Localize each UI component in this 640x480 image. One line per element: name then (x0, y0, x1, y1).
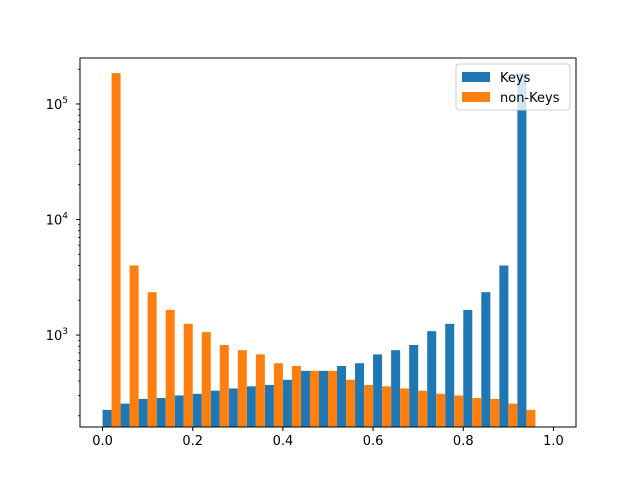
bar-keys-15 (373, 354, 383, 427)
legend-label-keys: Keys (500, 71, 531, 86)
x-tick-label: 1.0 (543, 434, 564, 449)
bar-non-keys-4 (183, 323, 193, 427)
bar-non-keys-1 (129, 265, 139, 427)
x-tick-label: 0.0 (92, 434, 113, 449)
bar-non-keys-3 (165, 309, 175, 427)
bar-non-keys-8 (255, 354, 265, 427)
x-tick-label: 0.8 (453, 434, 474, 449)
bar-keys-6 (210, 390, 220, 427)
bar-keys-11 (300, 370, 310, 427)
bar-keys-17 (409, 345, 419, 427)
bar-keys-18 (427, 331, 437, 427)
y-tick-label: 105 (46, 96, 68, 113)
bar-non-keys-2 (147, 292, 157, 427)
bar-keys-16 (391, 350, 401, 427)
bar-keys-3 (156, 398, 166, 427)
bar-non-keys-19 (454, 395, 464, 427)
bar-non-keys-17 (418, 390, 428, 427)
legend: Keys non-Keys (455, 63, 571, 111)
bar-keys-0 (102, 409, 112, 427)
bar-non-keys-16 (400, 388, 410, 427)
bar-keys-23 (517, 73, 527, 428)
legend-swatch-non-keys (462, 92, 490, 102)
bar-keys-13 (337, 365, 347, 427)
legend-swatch-keys (462, 72, 490, 82)
x-tick-label: 0.6 (363, 434, 384, 449)
bar-non-keys-11 (309, 370, 319, 427)
bar-keys-20 (463, 309, 473, 427)
bar-keys-9 (264, 384, 274, 427)
bar-non-keys-6 (219, 345, 229, 427)
y-tick-label: 104 (46, 212, 69, 229)
bar-non-keys-23 (526, 409, 536, 427)
bar-keys-22 (499, 265, 509, 427)
bar-keys-12 (318, 370, 328, 427)
bar-non-keys-13 (346, 379, 356, 427)
y-tick-label: 103 (46, 327, 68, 344)
bar-non-keys-22 (508, 403, 518, 427)
bar-keys-19 (445, 323, 455, 427)
bar-keys-2 (138, 398, 148, 427)
bar-non-keys-20 (472, 398, 482, 427)
bar-keys-5 (192, 393, 202, 427)
bar-keys-1 (120, 403, 130, 427)
x-axis: 0.0 0.2 0.4 0.6 0.8 1.0 (92, 427, 564, 449)
x-tick-label: 0.4 (273, 434, 294, 449)
bar-non-keys-5 (201, 332, 211, 427)
bar-keys-8 (246, 386, 256, 427)
bar-non-keys-15 (382, 386, 392, 427)
legend-label-non-keys: non-Keys (500, 91, 560, 106)
bar-non-keys-12 (328, 370, 338, 427)
bar-keys-14 (355, 363, 365, 427)
bar-keys-7 (228, 388, 238, 427)
bar-non-keys-7 (237, 350, 247, 427)
bars-layer (102, 73, 536, 428)
bar-non-keys-10 (291, 365, 301, 427)
bar-non-keys-9 (273, 363, 283, 427)
bar-keys-4 (174, 395, 184, 427)
plot-frame (79, 57, 577, 428)
x-tick-label: 0.2 (182, 434, 203, 449)
bar-keys-21 (481, 292, 491, 427)
y-axis: 103 104 105 (46, 68, 80, 417)
bar-keys-10 (282, 379, 292, 427)
bar-non-keys-18 (436, 393, 446, 427)
bar-non-keys-21 (490, 398, 500, 427)
bar-non-keys-14 (364, 384, 374, 427)
bar-non-keys-0 (111, 73, 121, 428)
